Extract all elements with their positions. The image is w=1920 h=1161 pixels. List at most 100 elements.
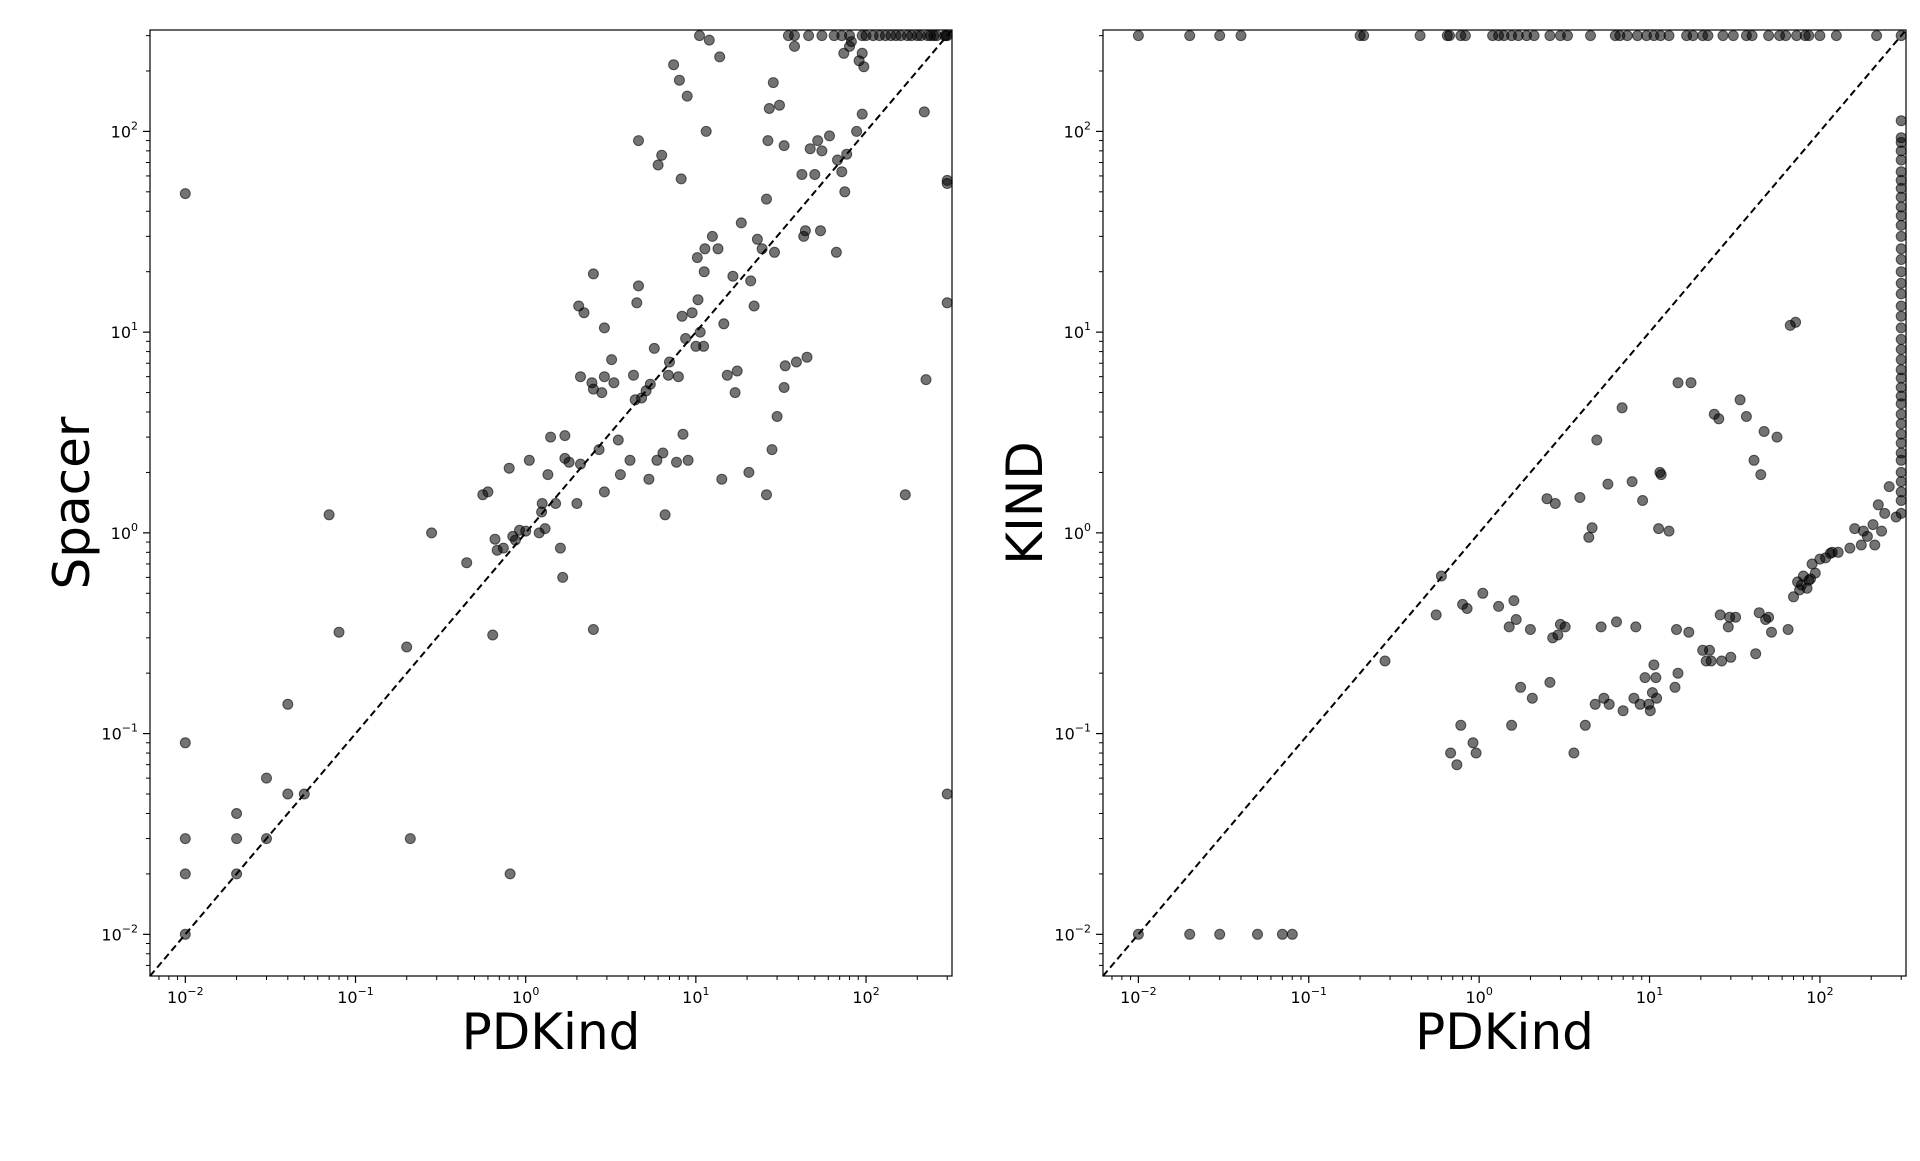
data-point <box>1734 394 1746 406</box>
data-point <box>743 466 755 478</box>
x-tick-label: 101 <box>682 985 709 1007</box>
data-point <box>680 333 692 344</box>
data-point <box>1704 644 1715 656</box>
data-point <box>1470 747 1482 759</box>
data-point <box>1552 629 1564 641</box>
data-point <box>633 280 644 292</box>
minor-ticks <box>146 35 948 980</box>
data-point <box>1379 655 1391 667</box>
data-point <box>1562 30 1573 42</box>
data-point <box>799 225 811 237</box>
x-tick-label: 102 <box>852 985 879 1007</box>
data-point <box>1459 30 1471 42</box>
data-point <box>1895 243 1907 255</box>
data-point <box>801 351 813 363</box>
data-point <box>1648 659 1660 671</box>
data-point <box>1528 30 1540 42</box>
data-point <box>1766 626 1777 638</box>
data-point <box>824 130 835 142</box>
data-point <box>497 542 509 554</box>
data-point <box>633 135 644 147</box>
data-point <box>461 557 473 569</box>
data-point <box>606 354 618 366</box>
data-point <box>563 456 575 468</box>
data-point <box>836 166 848 178</box>
data-point <box>1895 201 1907 213</box>
data-point <box>401 641 413 653</box>
data-point <box>323 509 335 521</box>
x-tick-label: 100 <box>1465 985 1492 1007</box>
data-point <box>1589 698 1601 710</box>
data-point <box>1430 609 1442 621</box>
data-point <box>523 454 535 466</box>
data-point <box>1895 219 1907 231</box>
data-point <box>487 629 499 641</box>
data-point <box>1583 531 1595 543</box>
data-point <box>587 624 599 635</box>
data-point <box>1763 611 1775 623</box>
data-point <box>718 318 730 330</box>
data-point <box>1663 30 1675 42</box>
data-point <box>643 473 655 485</box>
kind-vs-pdkind-panel: 10−2 10−1 100 101 102 10−2 10−1 100 101 102 PDKind… <box>996 29 1907 1061</box>
data-point <box>1214 30 1226 42</box>
data-point <box>404 833 416 845</box>
data-point <box>659 509 671 521</box>
data-point <box>1895 166 1907 178</box>
data-point <box>578 307 590 319</box>
data-point <box>179 737 191 749</box>
data-point <box>1763 30 1775 42</box>
y-axis-label: KIND <box>996 441 1054 564</box>
scatter-points <box>1132 30 1907 940</box>
diagonal-reference-line <box>1102 29 1907 977</box>
data-point <box>1585 30 1596 42</box>
data-point <box>1895 408 1907 420</box>
data-point <box>771 411 783 422</box>
data-point <box>901 30 913 42</box>
data-point <box>1717 30 1729 42</box>
data-point <box>1653 523 1665 535</box>
data-point <box>482 486 494 498</box>
data-point <box>856 47 868 59</box>
data-point <box>1876 525 1888 537</box>
data-point <box>1672 667 1684 679</box>
data-point <box>536 498 548 509</box>
y-tick-label: 102 <box>111 119 138 141</box>
data-point <box>1524 624 1536 635</box>
data-point <box>761 489 772 501</box>
data-point <box>675 173 687 185</box>
data-point <box>539 523 551 535</box>
data-point <box>1714 609 1726 621</box>
data-point <box>1467 737 1479 749</box>
x-axis-label: PDKind <box>1415 1003 1594 1061</box>
data-point <box>1740 411 1752 422</box>
data-point <box>624 454 636 466</box>
data-point <box>1493 600 1505 612</box>
data-point <box>1541 493 1553 505</box>
data-point <box>1895 266 1907 278</box>
data-point <box>1780 30 1792 42</box>
data-point <box>1832 546 1844 558</box>
data-point <box>1672 377 1684 389</box>
data-point <box>941 297 953 309</box>
data-point <box>1730 611 1742 623</box>
data-point <box>721 369 733 381</box>
y-tick-label: 10−2 <box>101 922 138 944</box>
data-point <box>1782 624 1794 635</box>
data-point <box>1655 469 1667 481</box>
data-point <box>1549 498 1561 509</box>
data-point <box>1895 277 1907 289</box>
data-point <box>1445 747 1457 759</box>
data-point <box>545 431 557 443</box>
data-point <box>1579 719 1591 731</box>
data-point <box>706 230 718 242</box>
data-point <box>1595 621 1607 633</box>
y-tick-label: 10−1 <box>1054 722 1091 744</box>
data-point <box>1506 719 1518 731</box>
data-point <box>1455 719 1467 731</box>
data-point <box>735 217 747 229</box>
data-point <box>804 143 816 155</box>
data-point <box>700 125 712 137</box>
data-point <box>1515 681 1527 693</box>
